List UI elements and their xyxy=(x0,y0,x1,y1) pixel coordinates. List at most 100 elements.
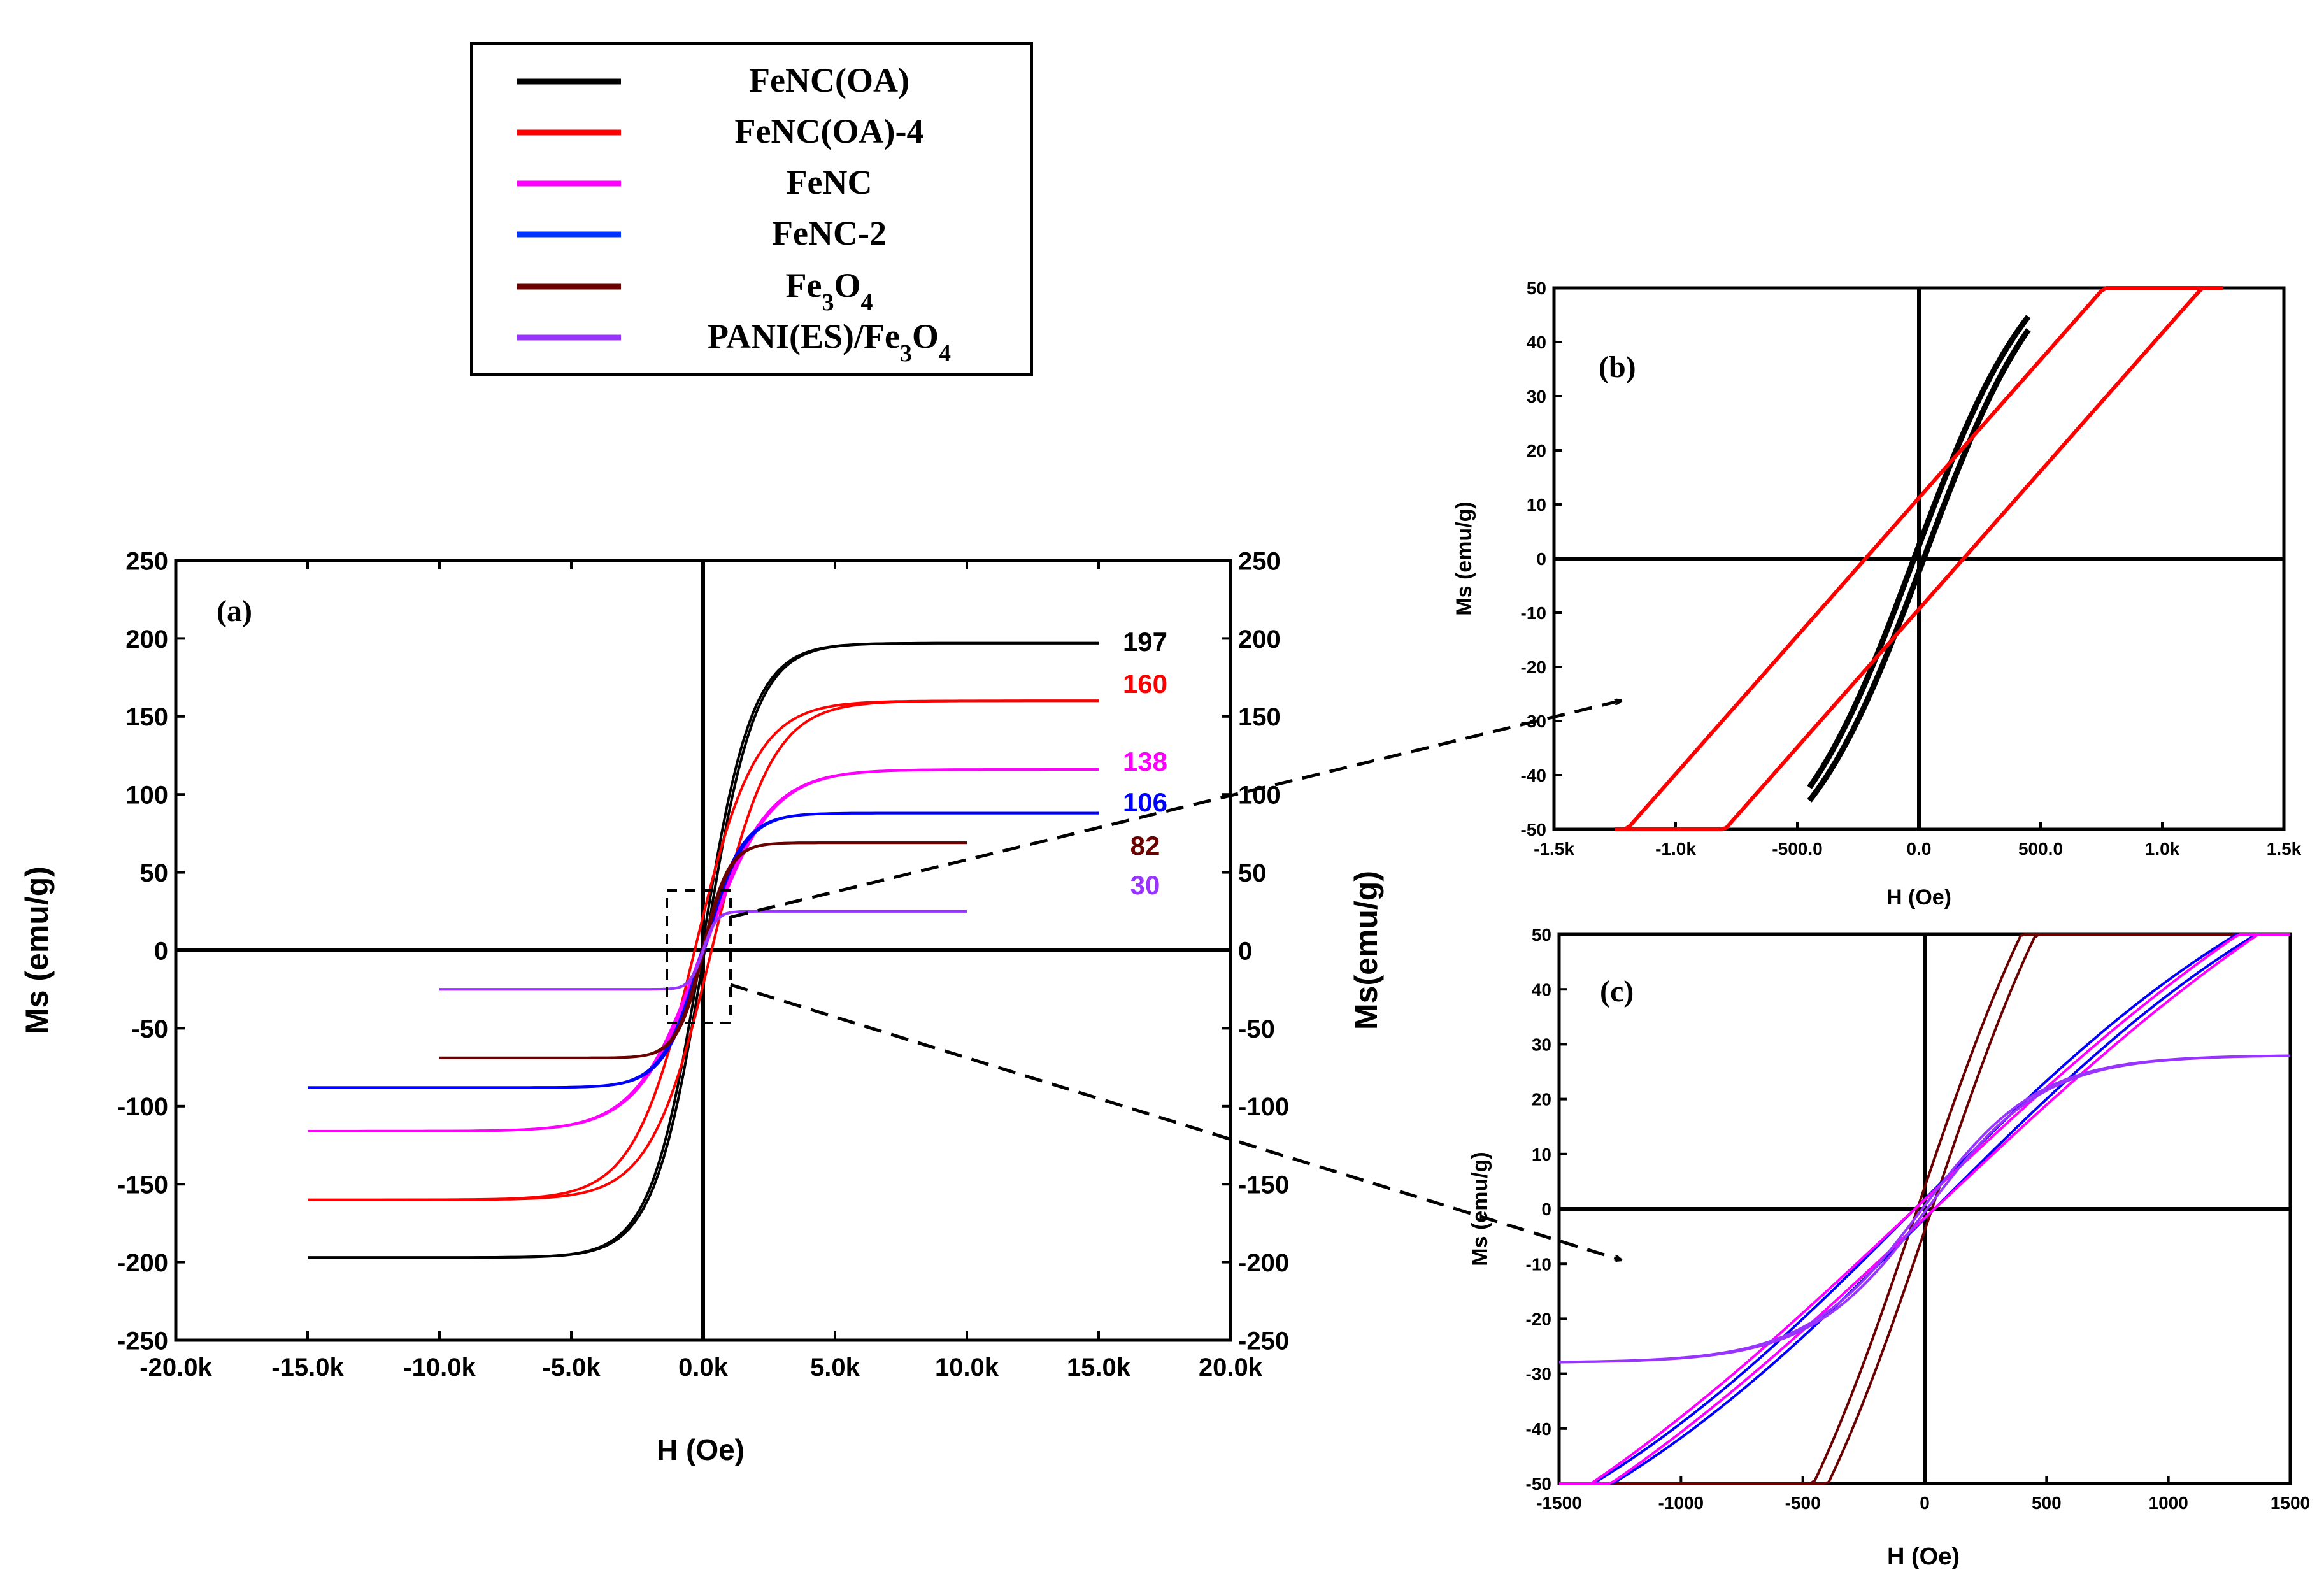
x-tick-label: -5.0k xyxy=(542,1354,601,1382)
panel-c-series xyxy=(1558,933,2291,1485)
saturation-annotation: 30 xyxy=(1130,870,1160,900)
panel-c: -1500 -1000 -500 0 500 1000 1500-50-40-30-20-1… xyxy=(1468,925,2310,1570)
y-tick-label: 20 xyxy=(1527,441,1546,461)
y2-tick-label: -250 xyxy=(1238,1327,1289,1355)
y-tick-label: 50 xyxy=(1532,925,1551,945)
y-tick-label: -10 xyxy=(1521,603,1546,623)
callout-arrow-to-panel-c xyxy=(730,983,1621,1260)
y-tick-label: 10 xyxy=(1532,1145,1551,1164)
y-tick-label: 30 xyxy=(1532,1034,1551,1054)
series-line-up xyxy=(1615,286,2223,831)
legend-label: FeNC(OA)-4 xyxy=(735,112,924,150)
panel-a-label: (a) xyxy=(217,594,252,628)
panel-a-ticks: -20.0k -15.0k -10.0k -5.0k 0.0k 5.0k 10.0k 15.0… xyxy=(117,547,1289,1382)
x-tick-label: -500.0 xyxy=(1772,839,1822,859)
y2-tick-label: -150 xyxy=(1238,1171,1289,1199)
y-tick-label: 30 xyxy=(1527,387,1546,406)
panel-a-series xyxy=(308,641,1099,1259)
y-tick-label: -50 xyxy=(1526,1474,1551,1494)
panel-b-ticks: -1.5k-1.0k-500.00.0500.01.0k1.5k-50-40-3… xyxy=(1521,278,2302,859)
panel-b-zero-lines xyxy=(1554,288,2284,829)
y2-tick-label: -50 xyxy=(1238,1015,1275,1043)
y2-tick-label: 200 xyxy=(1238,625,1281,654)
panel-b: -1.5k-1.0k-500.00.0500.01.0k1.5k-50-40-3… xyxy=(1452,278,2302,910)
x-tick-label: -1500 xyxy=(1536,1493,1582,1513)
x-tick-label: 0.0 xyxy=(1907,839,1932,859)
x-tick-label: 0 xyxy=(1920,1493,1930,1513)
series-line-up xyxy=(1807,315,2031,789)
callout-arrows xyxy=(730,701,1621,1260)
x-tick-label: -1.5k xyxy=(1534,839,1574,859)
panel-b-series xyxy=(1615,286,2223,831)
panel-a-y2-title: Ms(emu/g) xyxy=(1348,871,1384,1030)
series-line-down xyxy=(1558,1054,2291,1364)
y-tick-label: -20 xyxy=(1526,1309,1551,1329)
y-tick-label: -40 xyxy=(1521,766,1546,785)
legend-label: FeNC(OA) xyxy=(749,61,909,99)
panel-b-label: (b) xyxy=(1599,350,1636,384)
y-tick-label: 250 xyxy=(125,547,168,575)
panel-c-label: (c) xyxy=(1600,975,1634,1008)
x-tick-label: -500 xyxy=(1785,1493,1821,1513)
series-line-down xyxy=(1559,933,2290,1485)
legend: FeNC(OA) FeNC(OA)-4 FeNC FeNC-2 Fe3O4PANI(ES… xyxy=(470,42,1033,376)
series-line-down xyxy=(1615,286,2223,831)
y-tick-label: 0 xyxy=(1536,549,1546,569)
legend-label: Fe3O4 xyxy=(786,266,873,316)
legend-label: FeNC xyxy=(787,163,873,201)
x-tick-label: -15.0k xyxy=(271,1354,344,1382)
y-tick-label: -50 xyxy=(131,1015,168,1043)
y-tick-label: -100 xyxy=(117,1093,168,1121)
saturation-annotation: 138 xyxy=(1123,747,1167,776)
panel-c-zero-lines xyxy=(1559,934,2290,1483)
y-tick-label: -150 xyxy=(117,1171,168,1199)
legend-label: PANI(ES)/Fe3O4 xyxy=(708,317,951,367)
y-tick-label: 40 xyxy=(1532,980,1551,999)
series-line-down xyxy=(439,910,967,991)
y2-tick-label: 150 xyxy=(1238,703,1281,731)
y-tick-label: 100 xyxy=(125,782,168,810)
y-tick-label: -200 xyxy=(117,1249,168,1277)
saturation-annotation: 160 xyxy=(1123,669,1167,699)
panel-c-x-title: H (Oe) xyxy=(1887,1543,1960,1570)
y-tick-label: -40 xyxy=(1526,1419,1551,1439)
panel-c-y-title: Ms (emu/g) xyxy=(1468,1152,1492,1266)
y-tick-label: 50 xyxy=(140,859,169,887)
series-line-down xyxy=(1807,328,2031,803)
y-tick-label: -30 xyxy=(1526,1364,1551,1384)
series-line-down xyxy=(308,641,1099,1259)
y-tick-label: -50 xyxy=(1521,820,1546,840)
x-tick-label: 20.0k xyxy=(1199,1354,1263,1382)
legend-label: FeNC-2 xyxy=(772,214,887,252)
y-tick-label: 40 xyxy=(1527,332,1546,352)
y-tick-label: 50 xyxy=(1527,278,1546,298)
panel-a-annotations: 197 160 138 106 82 30 xyxy=(1123,627,1167,900)
y-tick-label: 150 xyxy=(125,703,168,731)
y2-tick-label: 50 xyxy=(1238,859,1267,887)
y-tick-label: -10 xyxy=(1526,1254,1551,1274)
panel-a-y-title: Ms (emu/g) xyxy=(19,866,55,1034)
y-tick-label: 0 xyxy=(154,937,168,965)
panel-b-y-title: Ms (emu/g) xyxy=(1452,501,1476,615)
y2-tick-label: 0 xyxy=(1238,937,1252,965)
x-tick-label: 5.0k xyxy=(810,1354,860,1382)
y-tick-label: 10 xyxy=(1527,495,1546,515)
x-tick-label: 1500 xyxy=(2271,1493,2310,1513)
panel-a-x-title: H (Oe) xyxy=(657,1433,745,1466)
x-tick-label: -1.0k xyxy=(1655,839,1696,859)
series-line-down xyxy=(1559,933,2290,1485)
y-tick-label: -250 xyxy=(117,1327,168,1355)
y-tick-label: 0 xyxy=(1541,1199,1551,1219)
x-tick-label: 10.0k xyxy=(935,1354,999,1382)
x-tick-label: 1.5k xyxy=(2267,839,2302,859)
y2-tick-label: -100 xyxy=(1238,1093,1289,1121)
series-line-up xyxy=(1559,933,2290,1485)
x-tick-label: 500 xyxy=(2032,1493,2062,1513)
y2-tick-label: -200 xyxy=(1238,1249,1289,1277)
y2-tick-label: 100 xyxy=(1238,782,1281,810)
y-tick-label: -20 xyxy=(1521,657,1546,677)
saturation-annotation: 197 xyxy=(1123,627,1167,657)
y-tick-label: 20 xyxy=(1532,1090,1551,1110)
panel-c-ticks: -1500 -1000 -500 0 500 1000 1500-50-40-30-20-1… xyxy=(1526,925,2311,1513)
panel-b-x-title: H (Oe) xyxy=(1886,885,1951,910)
